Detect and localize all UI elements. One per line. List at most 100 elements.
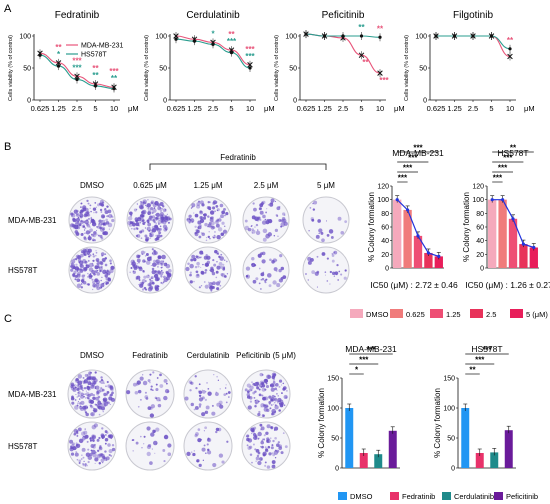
colony	[197, 407, 199, 409]
colony	[194, 265, 198, 269]
colony	[79, 212, 81, 214]
colony	[219, 256, 224, 261]
bar-0-625	[498, 199, 507, 268]
colony	[337, 216, 342, 221]
colony	[210, 216, 214, 220]
colony	[265, 220, 270, 225]
colony	[80, 202, 83, 205]
colony	[273, 429, 276, 431]
significance-mark: **	[228, 30, 235, 39]
colony	[97, 449, 100, 452]
colony	[255, 223, 259, 227]
legend-swatch	[390, 309, 403, 318]
y-axis-label: % Colony formation	[462, 192, 471, 262]
colony	[92, 394, 96, 397]
colony	[91, 219, 96, 224]
colony	[142, 380, 148, 386]
colony	[80, 283, 83, 285]
colony-column-label: Cerdulatinib	[187, 351, 230, 360]
colony	[108, 228, 111, 230]
colony	[220, 214, 224, 219]
y-tick-label: 80	[476, 211, 484, 218]
colony	[87, 397, 90, 400]
colony	[95, 250, 97, 252]
colony	[254, 216, 259, 222]
colony	[277, 400, 280, 403]
colony	[261, 394, 264, 397]
colony	[130, 227, 133, 230]
colony	[311, 270, 316, 274]
colony	[220, 253, 223, 256]
dish-outline	[302, 196, 350, 244]
colony	[257, 460, 262, 466]
colony	[321, 252, 326, 256]
colony	[86, 199, 89, 203]
colony-row-label: MDA-MB-231	[8, 390, 57, 399]
colony	[153, 207, 156, 209]
colony	[77, 401, 79, 403]
colony	[189, 273, 192, 277]
colony	[84, 207, 89, 212]
colony	[147, 207, 150, 210]
colony	[249, 453, 253, 457]
colony	[262, 451, 267, 456]
colony	[158, 227, 162, 231]
colony	[137, 216, 141, 220]
colony	[282, 212, 286, 216]
colony	[246, 383, 251, 388]
colony-bar-chart: HS578T% Colony formation050100150*******…	[433, 344, 516, 473]
colony	[333, 250, 338, 255]
colony	[326, 280, 329, 282]
bar-0-625	[403, 209, 412, 268]
colony	[263, 404, 267, 409]
colony	[208, 221, 212, 225]
colony	[76, 384, 80, 387]
x-axis-unit: μM	[524, 104, 535, 113]
colony	[98, 219, 102, 224]
colony	[193, 408, 196, 411]
colony	[272, 453, 276, 457]
colony	[286, 390, 288, 392]
x-tick-label: 5	[93, 104, 97, 113]
colony	[108, 213, 113, 219]
bar-dmso	[345, 408, 354, 468]
colony	[108, 396, 113, 401]
colony	[100, 376, 103, 379]
data-point	[322, 32, 327, 40]
colony	[260, 279, 263, 281]
colony	[190, 402, 194, 407]
colony	[100, 222, 104, 226]
colony	[107, 443, 111, 447]
colony	[89, 222, 91, 224]
colony	[148, 213, 150, 215]
colony	[88, 235, 91, 237]
bar-fedratinib	[359, 453, 368, 468]
colony	[148, 282, 153, 287]
colony	[81, 259, 87, 264]
colony	[74, 257, 78, 261]
colony	[76, 404, 79, 407]
colony	[87, 381, 92, 386]
colony	[162, 271, 164, 273]
colony	[267, 445, 271, 449]
colony	[141, 288, 145, 291]
colony	[268, 284, 272, 288]
colony	[91, 262, 94, 265]
colony	[92, 385, 94, 388]
colony	[325, 220, 327, 222]
colony	[252, 202, 255, 205]
colony	[208, 282, 214, 287]
colony	[216, 209, 219, 212]
colony	[89, 404, 93, 407]
colony	[83, 386, 87, 390]
colony	[225, 384, 227, 386]
bar-dmso	[393, 199, 402, 268]
colony	[156, 225, 159, 228]
colony	[262, 438, 266, 441]
colony	[273, 401, 276, 404]
colony	[75, 447, 78, 450]
colony	[252, 443, 255, 446]
colony	[103, 392, 107, 397]
colony	[76, 434, 79, 437]
dose-point	[511, 217, 515, 221]
